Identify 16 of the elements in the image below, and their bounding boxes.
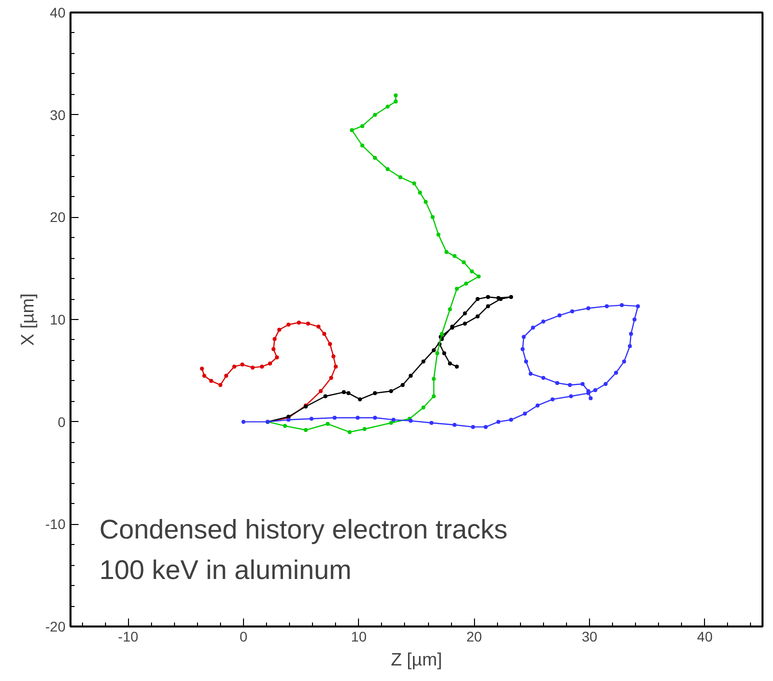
- y-tick-label: -10: [45, 516, 66, 532]
- annotation: Condensed history electron tracks 100 keV in aluminum: [99, 514, 508, 586]
- x-tick-label: 0: [240, 628, 248, 644]
- x-tick-label: 20: [466, 628, 482, 644]
- y-tick-label: 10: [50, 312, 66, 328]
- y-tick-label: 40: [50, 4, 66, 20]
- y-tick-label: -20: [45, 618, 66, 634]
- x-axis-title: Z [µm]: [390, 650, 442, 670]
- x-tick-label: 30: [582, 628, 598, 644]
- y-tick-label: 0: [58, 414, 66, 430]
- x-tick-label: -10: [118, 628, 138, 644]
- x-tick-label: 40: [697, 628, 713, 644]
- y-tick-label: 30: [50, 106, 66, 123]
- y-axis-title: X [µm]: [17, 293, 38, 346]
- x-tick-label: 10: [351, 628, 367, 644]
- y-tick-label: 20: [50, 209, 66, 226]
